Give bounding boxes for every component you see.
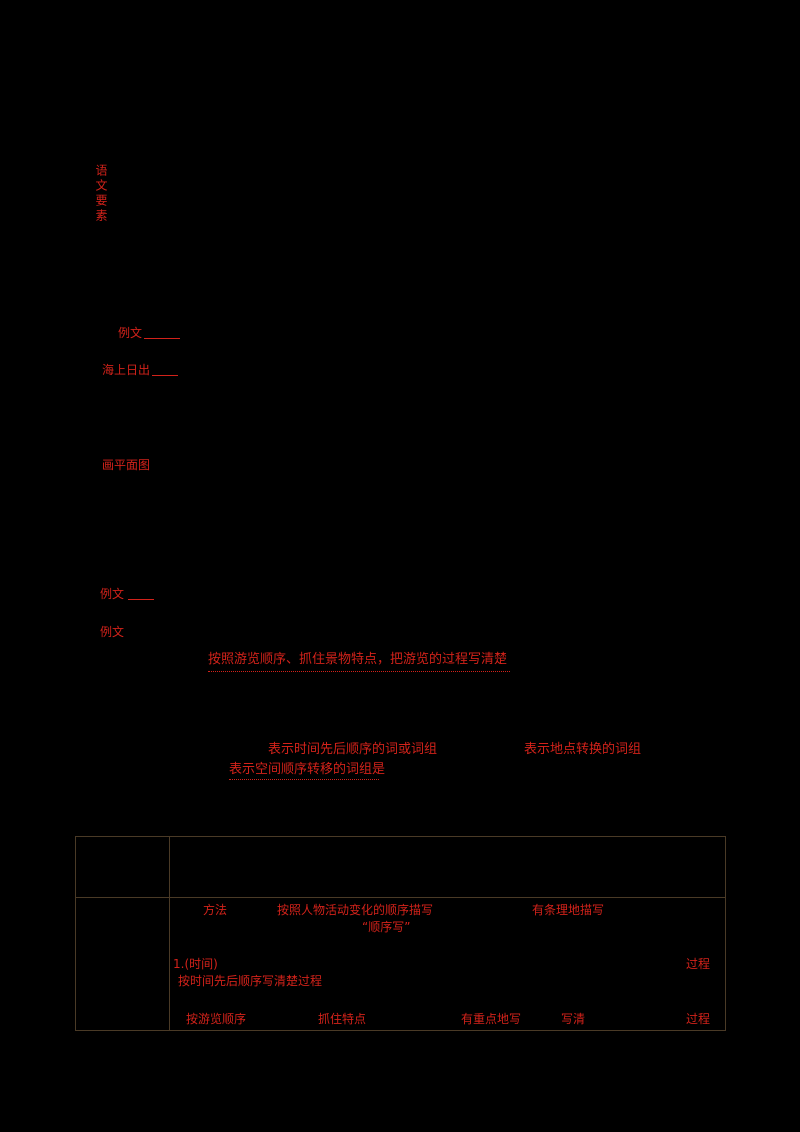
vertical-margin-note: 语文要素 xyxy=(94,164,108,224)
underline-blank-3 xyxy=(128,599,154,600)
table-row2-right: 过程 xyxy=(686,957,711,971)
space-order-label: 表示空间顺序转移的词组是 xyxy=(229,762,386,777)
table-row3-item-b: 抓住特点 xyxy=(318,1012,367,1026)
time-words-label: 表示时间先后顺序的词或词组 xyxy=(268,742,438,757)
table-row3-item-d: 写清 xyxy=(561,1012,586,1026)
underline-blank-2 xyxy=(152,375,178,376)
dotted-underline-main-sentence xyxy=(208,671,510,672)
table-row2-line: 按时间先后顺序写清楚过程 xyxy=(178,974,323,988)
margin-note-example-2: 例文 xyxy=(100,587,125,601)
summary-table xyxy=(75,836,726,1031)
table-row2-number: 1.(时间) xyxy=(173,957,218,971)
table-row3-item-e: 过程 xyxy=(686,1012,711,1026)
wavy-underline-space-order xyxy=(229,779,379,780)
place-words-label: 表示地点转换的词组 xyxy=(524,742,642,757)
table-row1-right: 有条理地描写 xyxy=(532,903,605,917)
table-row3-item-a: 按游览顺序 xyxy=(186,1012,247,1026)
main-answer-sentence: 按照游览顺序、抓住景物特点，把游览的过程写清楚 xyxy=(208,652,508,667)
table-row1-line1: 按照人物活动变化的顺序描写 xyxy=(277,903,434,917)
underline-blank-1 xyxy=(144,338,180,339)
margin-note-route-map: 画平面图 xyxy=(102,458,151,472)
margin-note-sunrise: 海上日出 xyxy=(102,363,151,377)
margin-note-example-3: 例文 xyxy=(100,625,125,639)
table-column-divider xyxy=(169,836,170,1031)
table-row1-label: 方法 xyxy=(203,903,228,917)
table-row3-item-c: 有重点地写 xyxy=(461,1012,522,1026)
table-row1-line2: “顺序写” xyxy=(362,920,411,934)
margin-note-example-1: 例文 xyxy=(118,326,143,340)
table-header-divider xyxy=(75,897,726,898)
